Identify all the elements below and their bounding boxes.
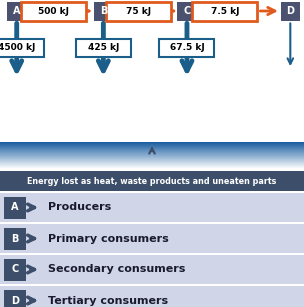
FancyBboxPatch shape [76,39,131,57]
Bar [4,227,26,250]
Text: 75 kJ: 75 kJ [126,6,151,15]
Bar [7,2,26,21]
Text: Tertiary consumers: Tertiary consumers [48,296,168,305]
Bar [4,258,26,281]
FancyBboxPatch shape [160,39,214,57]
Text: Producers: Producers [48,203,111,212]
Text: B: B [100,6,107,16]
Bar [178,2,196,21]
Text: 4500 kJ: 4500 kJ [0,44,35,52]
Text: 425 kJ: 425 kJ [88,44,119,52]
Text: 7.5 kJ: 7.5 kJ [211,6,239,15]
Text: C: C [11,265,19,274]
Text: A: A [13,6,20,16]
FancyBboxPatch shape [192,2,257,21]
Text: A: A [11,203,19,212]
Text: D: D [11,296,19,305]
Text: 500 kJ: 500 kJ [38,6,69,15]
Bar [281,2,300,21]
Text: C: C [183,6,191,16]
Text: B: B [11,234,19,243]
Text: Energy lost as heat, waste products and uneaten parts: Energy lost as heat, waste products and … [27,177,277,185]
Text: 67.5 kJ: 67.5 kJ [170,44,204,52]
Bar [4,196,26,219]
FancyBboxPatch shape [106,2,171,21]
Bar [94,2,113,21]
FancyBboxPatch shape [21,2,86,21]
Text: Secondary consumers: Secondary consumers [48,265,185,274]
Text: D: D [286,6,294,16]
FancyBboxPatch shape [0,39,44,57]
Bar [4,290,26,307]
Text: Primary consumers: Primary consumers [48,234,169,243]
